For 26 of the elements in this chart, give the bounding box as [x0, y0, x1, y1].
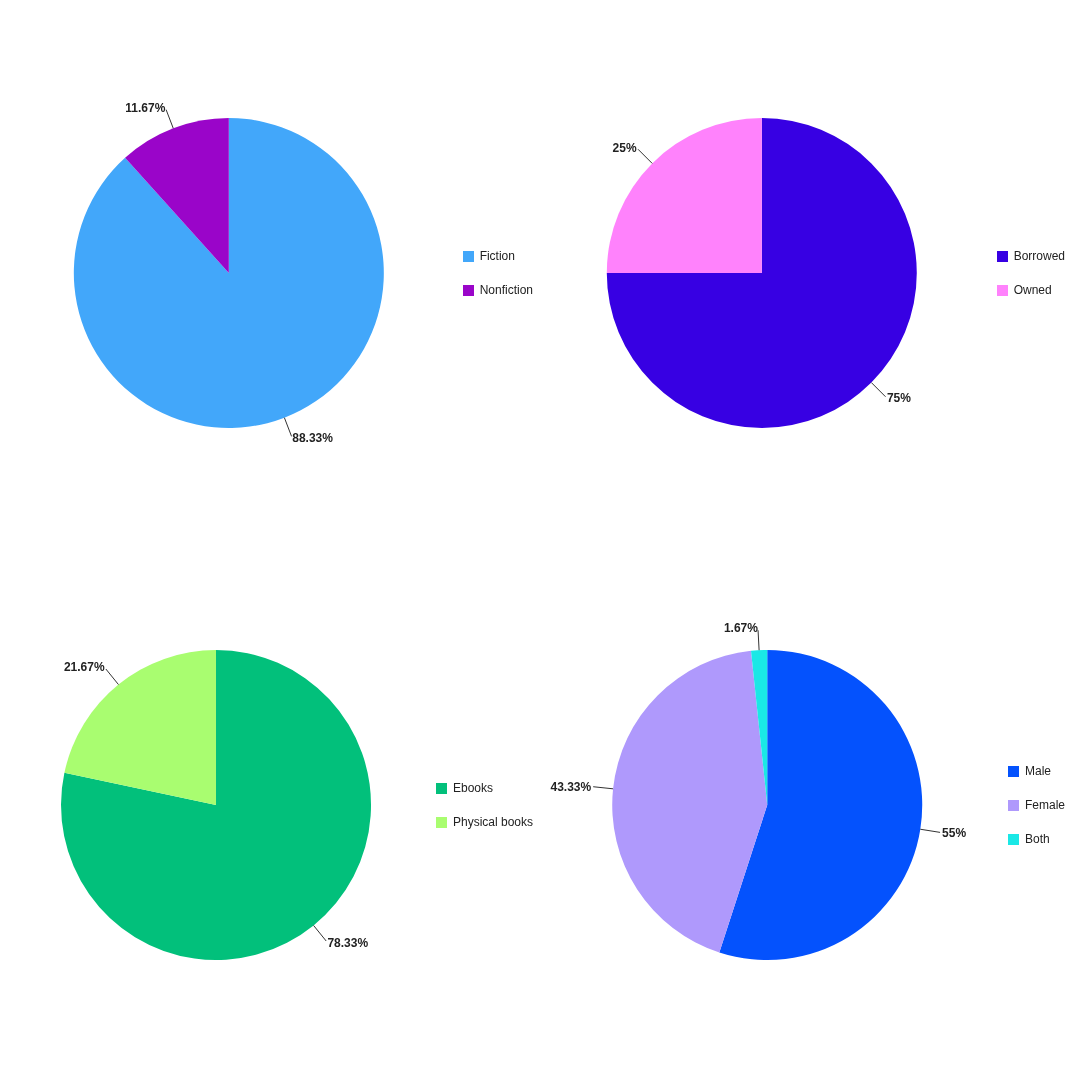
data-label: 11.67% — [125, 100, 166, 115]
data-label: 21.67% — [63, 660, 105, 675]
pie-slice — [74, 118, 384, 428]
data-label: 1.67% — [723, 621, 759, 636]
legend-label: Physical books — [452, 814, 533, 831]
data-label: 25% — [612, 140, 637, 155]
legend-label: Male — [1024, 763, 1051, 780]
legend-label: Borrowed — [1013, 248, 1065, 265]
pie-slice — [606, 118, 917, 428]
pie-slice — [64, 650, 217, 805]
pie-slice — [606, 118, 762, 273]
pie-slice — [125, 118, 229, 273]
pie-slice — [719, 650, 923, 960]
data-label: 75% — [886, 391, 912, 406]
data-label: 43.33% — [550, 779, 592, 794]
pie-slice — [612, 650, 768, 953]
pie-slice — [61, 650, 371, 960]
legend-label: Nonfiction — [479, 282, 533, 299]
legend-label: Female — [1024, 797, 1065, 814]
data-label: 88.33% — [292, 431, 334, 446]
legend-label: Owned — [1013, 282, 1052, 299]
data-label: 78.33% — [327, 935, 369, 950]
data-label: 55% — [942, 825, 967, 840]
legend-label: Both — [1024, 831, 1050, 848]
legend-label: Ebooks — [452, 780, 493, 797]
legend-label: Fiction — [479, 248, 515, 265]
